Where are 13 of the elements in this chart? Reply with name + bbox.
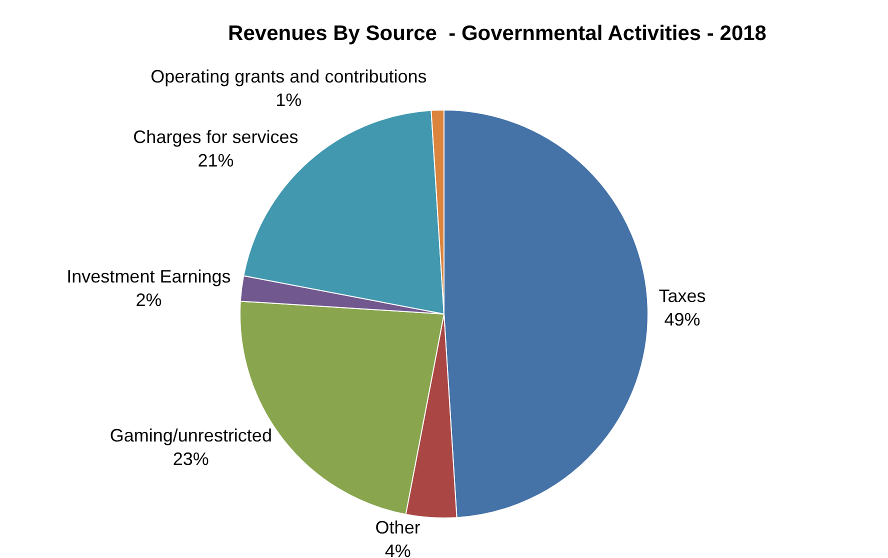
slice-label: Charges for services <box>133 127 298 148</box>
data-label: 2% <box>136 290 162 310</box>
data-label: 21% <box>198 150 234 170</box>
chart-title: Revenues By Source - Governmental Activities - 2018 <box>228 22 767 45</box>
slice-label: Operating grants and contributions <box>150 66 427 87</box>
data-label: 1% <box>276 90 302 110</box>
slice-label: Investment Earnings <box>66 266 231 286</box>
slice-label: Gaming/unrestricted <box>110 425 272 446</box>
data-label: 4% <box>384 540 411 558</box>
slice-label: Other <box>375 518 420 538</box>
slice-label: Taxes <box>658 286 706 306</box>
data-label: 23% <box>172 448 209 469</box>
data-label: 49% <box>664 309 700 330</box>
